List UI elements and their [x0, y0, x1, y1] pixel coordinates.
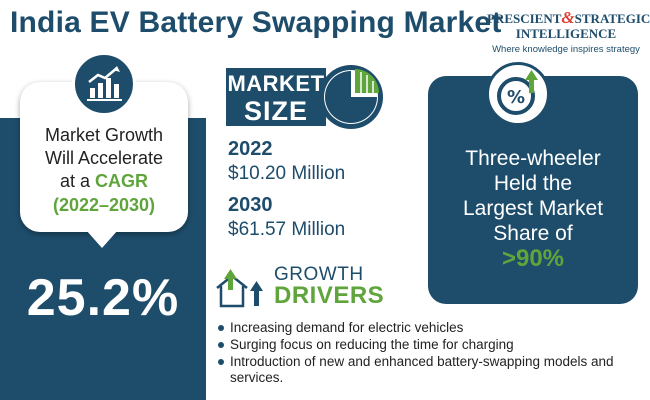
share-line-4: Share of	[493, 222, 573, 245]
market-size-label-top: MARKET	[227, 71, 325, 96]
share-value: >90%	[501, 245, 565, 272]
market-size-year-2030: 2030	[228, 194, 273, 216]
logo-word-1: PRESCIENT	[487, 11, 562, 26]
growth-line-2: Will Accelerate	[44, 148, 164, 168]
market-size-label-bottom: SIZE	[243, 96, 308, 126]
market-size-value-2022: $10.20 Million	[228, 163, 346, 184]
logo-tagline: Where knowledge inspires strategy	[492, 44, 640, 55]
page-title: India EV Battery Swapping Market	[10, 6, 502, 39]
house-arrows-icon	[214, 262, 266, 310]
logo-word-2: STRATEGIC	[574, 11, 650, 26]
pie-chart-icon	[316, 62, 386, 132]
market-size-value-2030: $61.57 Million	[228, 219, 346, 240]
list-item: Surging focus on reducing the time for c…	[218, 337, 646, 353]
list-item: Introduction of new and enhanced battery…	[218, 354, 646, 386]
share-line-1: Three-wheeler	[465, 147, 601, 170]
percent-up-icon: %	[486, 62, 550, 126]
company-logo: PRESCIENT&STRATEGIC INTELLIGENCE Where k…	[487, 8, 650, 55]
logo-ampersand: &	[561, 8, 575, 27]
market-size-label: MARKET SIZE	[226, 68, 326, 126]
cagr-value: 25.2%	[26, 269, 180, 327]
growth-period: (2022–2030)	[52, 195, 156, 215]
svg-text:%: %	[507, 87, 525, 108]
growth-line-1: Market Growth	[44, 125, 164, 145]
growth-line-3-prefix: at a	[59, 171, 96, 191]
growth-drivers-label-top: GROWTH	[274, 264, 364, 285]
growth-cagr-label: CAGR	[95, 171, 149, 191]
market-size-year-2022: 2022	[228, 138, 273, 160]
bubble-tail	[86, 230, 118, 248]
growth-drivers-list: Increasing demand for electric vehicles …	[218, 320, 646, 387]
market-share-text: Three-wheeler Held the Largest Market Sh…	[428, 146, 638, 271]
bar-chart-growth-icon	[72, 52, 136, 116]
logo-word-3: INTELLIGENCE	[515, 26, 617, 41]
growth-drivers-label-bottom: DRIVERS	[274, 282, 385, 309]
share-line-2: Held the	[493, 172, 573, 195]
list-item: Increasing demand for electric vehicles	[218, 320, 646, 336]
share-line-3: Largest Market	[462, 197, 604, 220]
